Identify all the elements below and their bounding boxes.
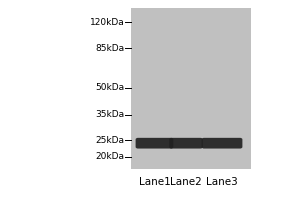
FancyBboxPatch shape: [202, 138, 242, 149]
Bar: [130, 8, 250, 169]
Text: 50kDa: 50kDa: [95, 83, 124, 92]
Text: Lane1: Lane1: [139, 177, 170, 187]
FancyBboxPatch shape: [169, 138, 203, 149]
FancyBboxPatch shape: [136, 138, 173, 149]
Text: 35kDa: 35kDa: [95, 110, 124, 119]
Text: 85kDa: 85kDa: [95, 44, 124, 53]
Text: 20kDa: 20kDa: [95, 152, 124, 161]
Text: Lane3: Lane3: [206, 177, 238, 187]
Text: 120kDa: 120kDa: [90, 18, 124, 27]
Text: Lane2: Lane2: [170, 177, 202, 187]
Text: 25kDa: 25kDa: [95, 136, 124, 145]
